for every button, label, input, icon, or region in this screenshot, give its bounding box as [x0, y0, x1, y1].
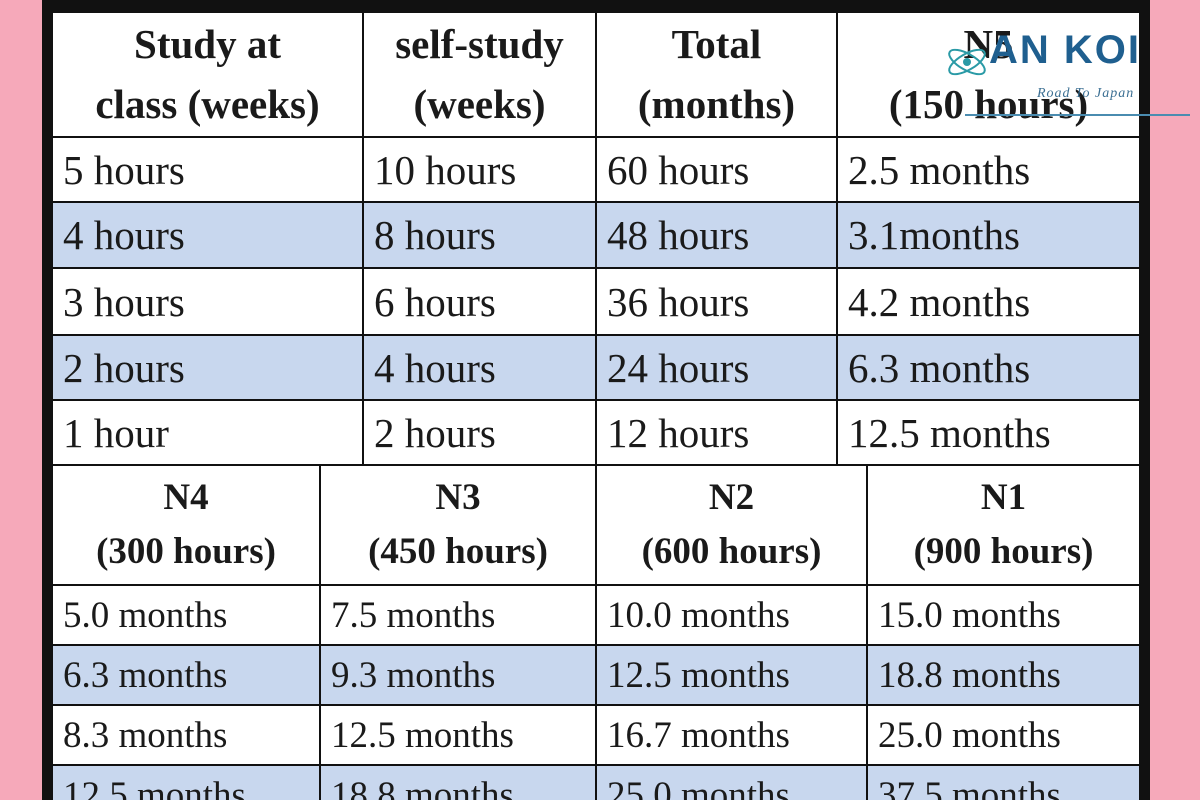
table-frame: Study at class (weeks) self-study (weeks) To…: [42, 0, 1150, 800]
header-cell: Study at class (weeks): [53, 13, 362, 136]
table-cell: 12.5 months: [321, 706, 595, 764]
header-line: (900 hours): [913, 531, 1094, 572]
table-cell: 4.2 months: [838, 269, 1139, 334]
logo: AN KOI Road To Japan: [945, 28, 1190, 118]
table-cell: 2.5 months: [838, 138, 1139, 201]
table-cell: 18.8 months: [868, 646, 1139, 704]
header-line: (months): [637, 80, 796, 127]
header-line: Study at: [134, 21, 281, 68]
table-cell: 2 hours: [53, 336, 362, 399]
table-cell: 7.5 months: [321, 586, 595, 644]
table-cell: 8.3 months: [53, 706, 319, 764]
header-cell: N3 (450 hours): [321, 466, 595, 584]
table-cell: 3 hours: [53, 269, 362, 334]
table-cell: 5 hours: [53, 138, 362, 201]
logo-name: AN KOI: [989, 28, 1141, 72]
header-line: (150 hours): [888, 80, 1089, 127]
table-cell: 2 hours: [364, 401, 595, 464]
header-line: N4: [163, 477, 209, 519]
header-line: (600 hours): [641, 531, 822, 572]
table-cell: 1 hour: [53, 401, 362, 464]
header-cell: N4 (300 hours): [53, 466, 319, 584]
table-cell: 18.8 months: [321, 766, 595, 800]
header-line: N1: [980, 477, 1027, 519]
header-line: N2: [708, 477, 755, 519]
table-cell: 8 hours: [364, 203, 595, 267]
table-cell: 37.5 months: [868, 766, 1139, 800]
table-cell: 12.5 months: [838, 401, 1139, 464]
table-cell: 4 hours: [364, 336, 595, 399]
header-line: (450 hours): [368, 531, 548, 572]
header-cell: Total (months): [597, 13, 836, 136]
table-cell: 25.0 months: [597, 766, 866, 800]
header-line: Total: [671, 21, 762, 68]
logo-icon: [948, 48, 986, 76]
table-cell: 12.5 months: [597, 646, 866, 704]
table-cell: 48 hours: [597, 203, 836, 267]
logo-rule: [965, 114, 1190, 116]
table-cell: 6 hours: [364, 269, 595, 334]
header-cell: self-study (weeks): [364, 13, 595, 136]
header-cell: N1 (900 hours): [868, 466, 1139, 584]
table-cell: 4 hours: [53, 203, 362, 267]
table-cell: 60 hours: [597, 138, 836, 201]
table-cell: 36 hours: [597, 269, 836, 334]
header-line: (300 hours): [96, 531, 276, 572]
table-cell: 16.7 months: [597, 706, 866, 764]
header-line: (weeks): [413, 80, 546, 127]
table-cell: 3.1months: [838, 203, 1139, 267]
table-cell: 15.0 months: [868, 586, 1139, 644]
table-cell: 6.3 months: [53, 646, 319, 704]
table-cell: 6.3 months: [838, 336, 1139, 399]
table-cell: 10.0 months: [597, 586, 866, 644]
table-cell: 9.3 months: [321, 646, 595, 704]
header-line: N5: [963, 21, 1014, 68]
table-cell: 12.5 months: [53, 766, 319, 800]
table-cell: 12 hours: [597, 401, 836, 464]
table-cell: 24 hours: [597, 336, 836, 399]
table-cell: 10 hours: [364, 138, 595, 201]
table-cell: 25.0 months: [868, 706, 1139, 764]
header-line: class (weeks): [95, 80, 320, 127]
logo-tagline: Road To Japan: [1037, 86, 1135, 101]
header-line: self-study: [395, 21, 564, 68]
header-cell: N2 (600 hours): [597, 466, 866, 584]
table-cell: 5.0 months: [53, 586, 319, 644]
header-line: N3: [435, 477, 481, 519]
